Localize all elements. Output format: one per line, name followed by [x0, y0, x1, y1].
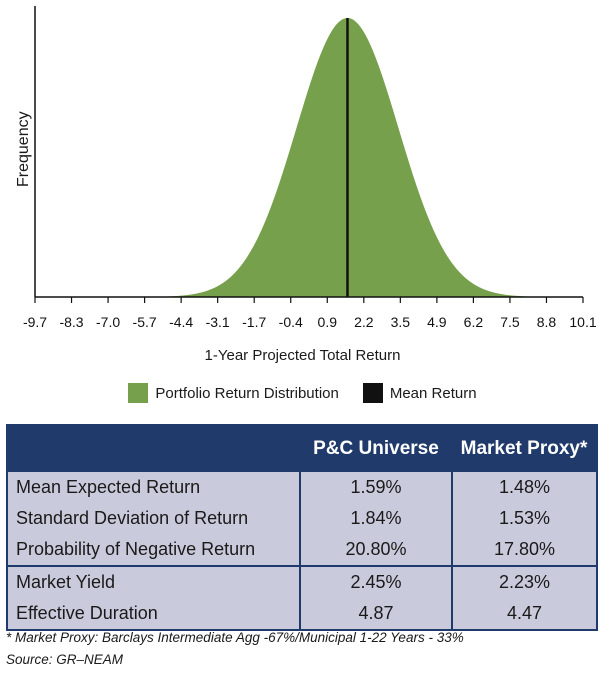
stats-table: P&C Universe Market Proxy* Mean Expected…: [6, 424, 598, 631]
distribution-area: [35, 18, 583, 297]
x-tick-label: 6.2: [464, 314, 484, 330]
row-label: Market Yield: [7, 565, 300, 598]
legend-label-distribution: Portfolio Return Distribution: [155, 384, 339, 402]
legend-swatch-distribution: [128, 383, 149, 403]
table-row: Mean Expected Return 1.59% 1.48%: [7, 472, 597, 503]
row-value-pc: 1.59%: [299, 472, 452, 503]
row-value-proxy: 4.47: [451, 598, 597, 630]
table-row: Standard Deviation of Return 1.84% 1.53%: [7, 503, 597, 534]
x-tick-label: -7.0: [96, 314, 120, 330]
table-header-row: P&C Universe Market Proxy*: [7, 425, 597, 472]
x-tick-label: -0.4: [279, 314, 303, 330]
row-value-pc: 20.80%: [299, 534, 452, 566]
table-header-pc-universe: P&C Universe: [300, 425, 452, 472]
x-tick-label: 0.9: [318, 314, 338, 330]
row-label: Standard Deviation of Return: [7, 503, 300, 534]
x-tick-label: -8.3: [59, 314, 83, 330]
table-header-market-proxy: Market Proxy*: [452, 425, 597, 472]
x-tick-label: -1.7: [242, 314, 266, 330]
row-label: Effective Duration: [7, 598, 300, 630]
x-tick-label: 10.1: [569, 314, 596, 330]
row-value-pc: 4.87: [299, 598, 452, 630]
table-row: Probability of Negative Return 20.80% 17…: [7, 534, 597, 566]
x-tick-label: 3.5: [391, 314, 411, 330]
x-tick-label: 7.5: [500, 314, 520, 330]
row-value-pc: 1.84%: [299, 503, 452, 534]
x-axis-label: 1-Year Projected Total Return: [204, 347, 401, 364]
table-row: Effective Duration 4.87 4.47: [7, 598, 597, 630]
row-value-pc: 2.45%: [299, 565, 452, 598]
legend-item-distribution: Portfolio Return Distribution: [128, 383, 339, 403]
x-tick-label: 4.9: [427, 314, 447, 330]
row-value-proxy: 17.80%: [451, 534, 597, 566]
legend: Portfolio Return Distribution Mean Retur…: [0, 383, 605, 403]
x-tick-label: 8.8: [537, 314, 557, 330]
x-tick-label: 2.2: [354, 314, 374, 330]
table-row: Market Yield 2.45% 2.23%: [7, 565, 597, 598]
row-label: Probability of Negative Return: [7, 534, 300, 566]
footnote: * Market Proxy: Barclays Intermediate Ag…: [6, 630, 464, 645]
row-value-proxy: 2.23%: [451, 565, 597, 598]
row-value-proxy: 1.48%: [451, 472, 597, 503]
legend-label-mean: Mean Return: [389, 384, 477, 402]
source-note: Source: GR–NEAM: [6, 652, 124, 667]
x-tick-label: -5.7: [133, 314, 157, 330]
x-tick-label: -3.1: [206, 314, 230, 330]
row-label: Mean Expected Return: [7, 472, 300, 503]
x-tick-label: -4.4: [169, 314, 193, 330]
x-tick-label: -9.7: [23, 314, 47, 330]
row-value-proxy: 1.53%: [451, 503, 597, 534]
legend-item-mean: Mean Return: [362, 383, 477, 403]
y-axis-label: Frequency: [15, 111, 32, 187]
table-header-blank: [7, 425, 300, 472]
distribution-chart: -9.7 -8.3 -7.0 -5.7 -4.4 -3.1 -1.7 -0.4 0.9 2.2 3.…: [23, 6, 597, 330]
legend-swatch-mean: [362, 383, 383, 403]
